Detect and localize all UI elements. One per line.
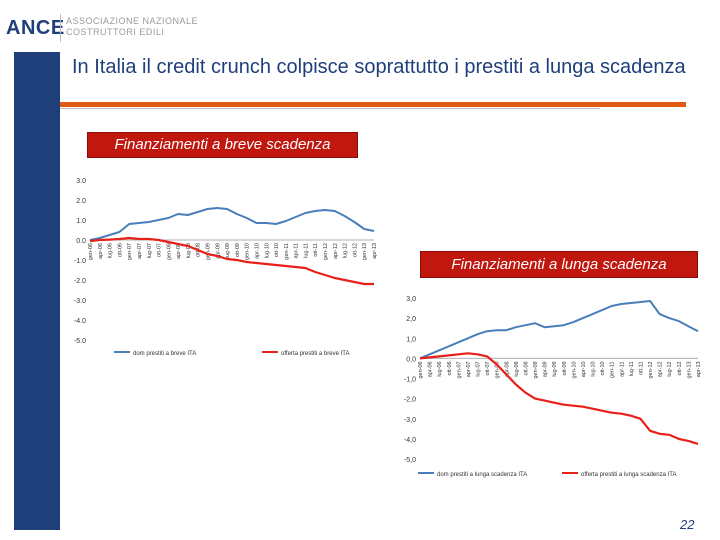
long-term-label: Finanziamenti a lunga scadenza <box>420 251 698 278</box>
x-tick-label: lug-08 <box>186 243 192 258</box>
logo-separator <box>60 14 61 42</box>
series-line-2 <box>89 236 374 286</box>
y-tick-label: -2.0 <box>74 278 86 285</box>
x-tick-label: gen-06 <box>88 243 94 260</box>
x-tick-label: apr-10 <box>254 243 260 259</box>
title-underline <box>60 102 686 107</box>
y-tick-label: -5.0 <box>74 338 86 345</box>
x-tick-label: apr-13 <box>696 361 702 377</box>
x-tick-label: gen-07 <box>456 361 462 378</box>
x-tick-label: apr-09 <box>215 243 221 259</box>
x-tick-label: lug-07 <box>147 243 153 258</box>
y-tick-label: 3.0 <box>76 178 86 185</box>
x-tick-label: lug-11 <box>303 243 309 258</box>
x-tick-label: apr-11 <box>619 361 625 377</box>
x-tick-label: apr-06 <box>428 361 434 377</box>
y-tick-label: 1.0 <box>76 218 86 225</box>
legend-label-2: offerta prestiti a lunga scadenza ITA <box>581 472 677 478</box>
y-tick-label: -1,0 <box>404 377 416 384</box>
y-tick-label: 0,0 <box>406 356 416 363</box>
x-tick-label: gen-07 <box>127 243 133 260</box>
x-tick-label: gen-13 <box>362 243 368 260</box>
x-tick-label: apr-13 <box>372 243 377 259</box>
x-tick-label: gen-10 <box>245 243 251 260</box>
y-tick-label: -1.0 <box>74 258 86 265</box>
x-tick-label: gen-11 <box>610 361 616 378</box>
x-tick-label: ott-07 <box>157 243 163 257</box>
long-term-chart: 3,0 2,0 1,0 0,0 -1,0 -2,0 -3,0 -4,0 -5,0 gen-06 ap… <box>404 296 702 478</box>
x-tick-label: ott-10 <box>600 361 606 375</box>
x-tick-label: ott-09 <box>235 243 241 257</box>
x-tick-label: gen-10 <box>571 361 577 378</box>
x-tick-label: ott-06 <box>117 243 123 257</box>
x-tick-label: ott-08 <box>523 361 529 375</box>
x-tick-label: apr-07 <box>466 361 472 377</box>
y-tick-label: 2.0 <box>76 198 86 205</box>
x-tick-label: ott-11 <box>313 243 319 257</box>
x-tick-label: lug-11 <box>629 361 635 376</box>
x-tick-label: lug-09 <box>552 361 558 376</box>
short-term-chart: 3.0 2.0 1.0 0.0 -1.0 -2.0 -3.0 -4.0 -5.0 gen-06 ap… <box>74 178 377 357</box>
x-tick-label: lug-06 <box>108 243 114 258</box>
logo-subtitle: ASSOCIAZIONE NAZIONALE COSTRUTTORI EDILI <box>66 16 198 38</box>
x-tick-label: gen-11 <box>284 243 290 260</box>
y-tick-label: -4.0 <box>74 318 86 325</box>
x-tick-label: apr-07 <box>137 243 143 259</box>
x-tick-label: ott-12 <box>352 243 358 257</box>
x-tick-label: ott-10 <box>274 243 280 257</box>
x-tick-label: ott-06 <box>447 361 453 375</box>
x-tick-label: ott-12 <box>677 361 683 375</box>
side-accent-bar <box>14 52 60 530</box>
ance-logo: ANCE <box>6 17 65 39</box>
x-tick-label: apr-06 <box>98 243 104 259</box>
x-tick-label: gen-06 <box>418 361 424 378</box>
legend-label-1: dom prestiti a lunga scadenza ITA <box>437 472 527 478</box>
y-tick-label: 2,0 <box>406 316 416 323</box>
x-tick-label: lug-12 <box>667 361 673 376</box>
x-tick-label: apr-09 <box>543 361 549 377</box>
x-tick-label: lug-07 <box>476 361 482 376</box>
y-tick-label: -3,0 <box>404 417 416 424</box>
y-tick-label: 1,0 <box>406 336 416 343</box>
x-tick-label: apr-11 <box>294 243 300 259</box>
y-tick-label: -4,0 <box>404 437 416 444</box>
logo-subtitle-line-1: ASSOCIAZIONE NAZIONALE <box>66 16 199 26</box>
y-tick-label: -5,0 <box>404 457 416 464</box>
x-tick-label: lug-08 <box>514 361 520 376</box>
x-tick-label: apr-12 <box>658 361 664 377</box>
series-line-1 <box>419 300 699 360</box>
legend-label-2: offerta prestiti a breve ITA <box>281 351 349 357</box>
page-number: 22 <box>680 517 695 532</box>
x-tick-label: gen-09 <box>533 361 539 378</box>
x-tick-label: ott-09 <box>562 361 568 375</box>
x-tick-label: ott-11 <box>638 361 644 375</box>
x-tick-label: gen-08 <box>166 243 172 260</box>
logo-subtitle-line-2: COSTRUTTORI EDILI <box>66 27 165 37</box>
y-tick-label: 3,0 <box>406 296 416 303</box>
x-tick-label: gen-13 <box>686 361 692 378</box>
x-tick-label: gen-09 <box>206 243 212 260</box>
x-tick-label: apr-08 <box>176 243 182 259</box>
y-tick-label: -2,0 <box>404 397 416 404</box>
series-line-2 <box>419 352 699 445</box>
series-line-1 <box>89 207 375 241</box>
y-tick-label: 0.0 <box>76 238 86 245</box>
x-tick-label: gen-08 <box>495 361 501 378</box>
y-tick-label: -3.0 <box>74 298 86 305</box>
legend-label-1: dom prestiti a breve ITA <box>133 351 196 357</box>
title-underline-thin <box>60 108 600 109</box>
page-title: In Italia il credit crunch colpisce sopr… <box>72 56 686 78</box>
x-tick-label: apr-10 <box>581 361 587 377</box>
x-tick-label: apr-12 <box>333 243 339 259</box>
x-tick-label: gen-12 <box>323 243 329 260</box>
x-tick-label: lug-12 <box>343 243 349 258</box>
x-tick-label: lug-09 <box>225 243 231 258</box>
x-tick-label: lug-10 <box>591 361 597 376</box>
x-tick-label: gen-12 <box>648 361 654 378</box>
x-tick-label: apr-08 <box>504 361 510 377</box>
short-term-label: Finanziamenti a breve scadenza <box>87 132 358 158</box>
x-tick-label: lug-10 <box>264 243 270 258</box>
x-tick-label: ott-07 <box>485 361 491 375</box>
x-tick-label: lug-06 <box>437 361 443 376</box>
